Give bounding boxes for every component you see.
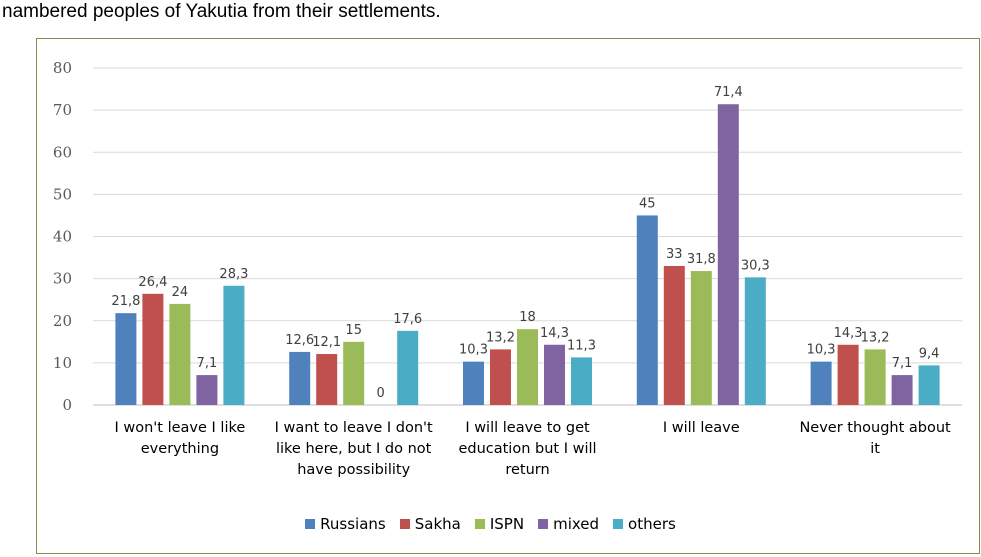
data-label: 7,1 xyxy=(197,356,218,371)
data-label: 18 xyxy=(519,310,536,325)
bar-russians xyxy=(636,215,658,405)
x-category-label: I will leave xyxy=(663,420,740,436)
data-label: 10,3 xyxy=(807,343,836,358)
x-category-label: I will leave to get xyxy=(465,420,590,436)
bar-mixed xyxy=(717,104,739,405)
data-label: 9,4 xyxy=(919,346,940,361)
data-label: 7,1 xyxy=(892,356,913,371)
data-label: 10,3 xyxy=(459,343,488,358)
data-label: 13,2 xyxy=(486,330,515,345)
x-category-label: return xyxy=(505,462,549,478)
legend-label: Russians xyxy=(320,515,386,533)
x-category-label: like here, but I do not xyxy=(276,441,432,457)
bar-ispn xyxy=(690,271,712,405)
x-category-label: have possibility xyxy=(297,462,410,478)
data-label: 24 xyxy=(172,285,189,300)
y-tick-label: 30 xyxy=(53,270,72,288)
legend-item-russians: Russians xyxy=(305,515,386,533)
x-category-label: education but I will xyxy=(458,441,596,457)
bar-sakha xyxy=(490,349,511,405)
chart-frame xyxy=(36,38,980,554)
bar-others xyxy=(744,277,766,405)
bar-russians xyxy=(810,361,832,405)
y-tick-label: 0 xyxy=(62,396,72,414)
y-tick-label: 50 xyxy=(53,185,72,203)
y-tick-label: 80 xyxy=(53,59,72,77)
data-label: 21,8 xyxy=(111,294,140,309)
figure-caption: nambered peoples of Yakutia from their s… xyxy=(2,1,441,22)
bar-sakha xyxy=(663,265,685,405)
legend-swatch xyxy=(399,519,410,529)
bar-mixed xyxy=(544,344,565,405)
legend-label: ISPN xyxy=(489,515,525,533)
bar-ispn xyxy=(864,349,886,405)
legend-swatch xyxy=(613,519,624,529)
data-label: 11,3 xyxy=(567,338,596,353)
y-tick-label: 10 xyxy=(53,354,72,372)
legend-swatch xyxy=(538,519,549,529)
legend-label: Sakha xyxy=(414,515,461,533)
data-label: 33 xyxy=(666,247,683,262)
bar-sakha xyxy=(142,293,164,405)
chart-legend: Russians Sakha ISPN mixed others xyxy=(0,515,981,533)
x-category-label: Never thought about xyxy=(799,420,951,436)
bar-others xyxy=(397,330,419,405)
data-label: 26,4 xyxy=(138,275,167,290)
y-tick-label: 40 xyxy=(53,228,72,246)
x-category-label: I won't leave I like xyxy=(115,420,246,436)
x-category-label: everything xyxy=(141,441,219,457)
x-category-label: I want to leave I don't xyxy=(275,420,433,436)
bar-sakha xyxy=(316,354,338,405)
legend-item-mixed: mixed xyxy=(538,515,599,533)
bar-ispn xyxy=(517,329,538,405)
data-label: 12,1 xyxy=(312,335,341,350)
bar-others xyxy=(223,285,245,405)
y-tick-label: 70 xyxy=(53,101,72,119)
data-label: 71,4 xyxy=(714,85,743,100)
bar-mixed xyxy=(196,375,218,405)
data-label: 14,3 xyxy=(540,326,569,341)
bar-ispn xyxy=(169,303,191,405)
data-label: 28,3 xyxy=(219,267,248,282)
bar-ispn xyxy=(343,341,365,405)
data-label: 13,2 xyxy=(861,330,890,345)
data-label: 17,6 xyxy=(393,312,422,327)
y-tick-label: 60 xyxy=(53,143,72,161)
bar-others xyxy=(918,365,940,405)
legend-label: mixed xyxy=(553,515,600,533)
legend-label: others xyxy=(628,515,676,533)
legend-swatch xyxy=(305,519,316,529)
y-tick-label: 20 xyxy=(53,312,72,330)
data-label: 12,6 xyxy=(285,333,314,348)
bar-mixed xyxy=(891,375,913,405)
legend-item-ispn: ISPN xyxy=(474,515,525,533)
data-label: 15 xyxy=(345,323,362,338)
legend-item-sakha: Sakha xyxy=(399,515,461,533)
data-label: 30,3 xyxy=(741,258,770,273)
data-label: 0 xyxy=(377,386,385,401)
legend-swatch xyxy=(474,519,485,529)
x-category-label: it xyxy=(870,441,880,457)
bar-russians xyxy=(463,361,484,405)
bar-sakha xyxy=(837,344,859,405)
bar-russians xyxy=(115,313,137,405)
data-label: 14,3 xyxy=(834,326,863,341)
bar-russians xyxy=(289,351,311,405)
data-label: 31,8 xyxy=(687,252,716,267)
bar-others xyxy=(571,357,592,405)
legend-item-others: others xyxy=(613,515,676,533)
data-label: 45 xyxy=(639,196,656,211)
